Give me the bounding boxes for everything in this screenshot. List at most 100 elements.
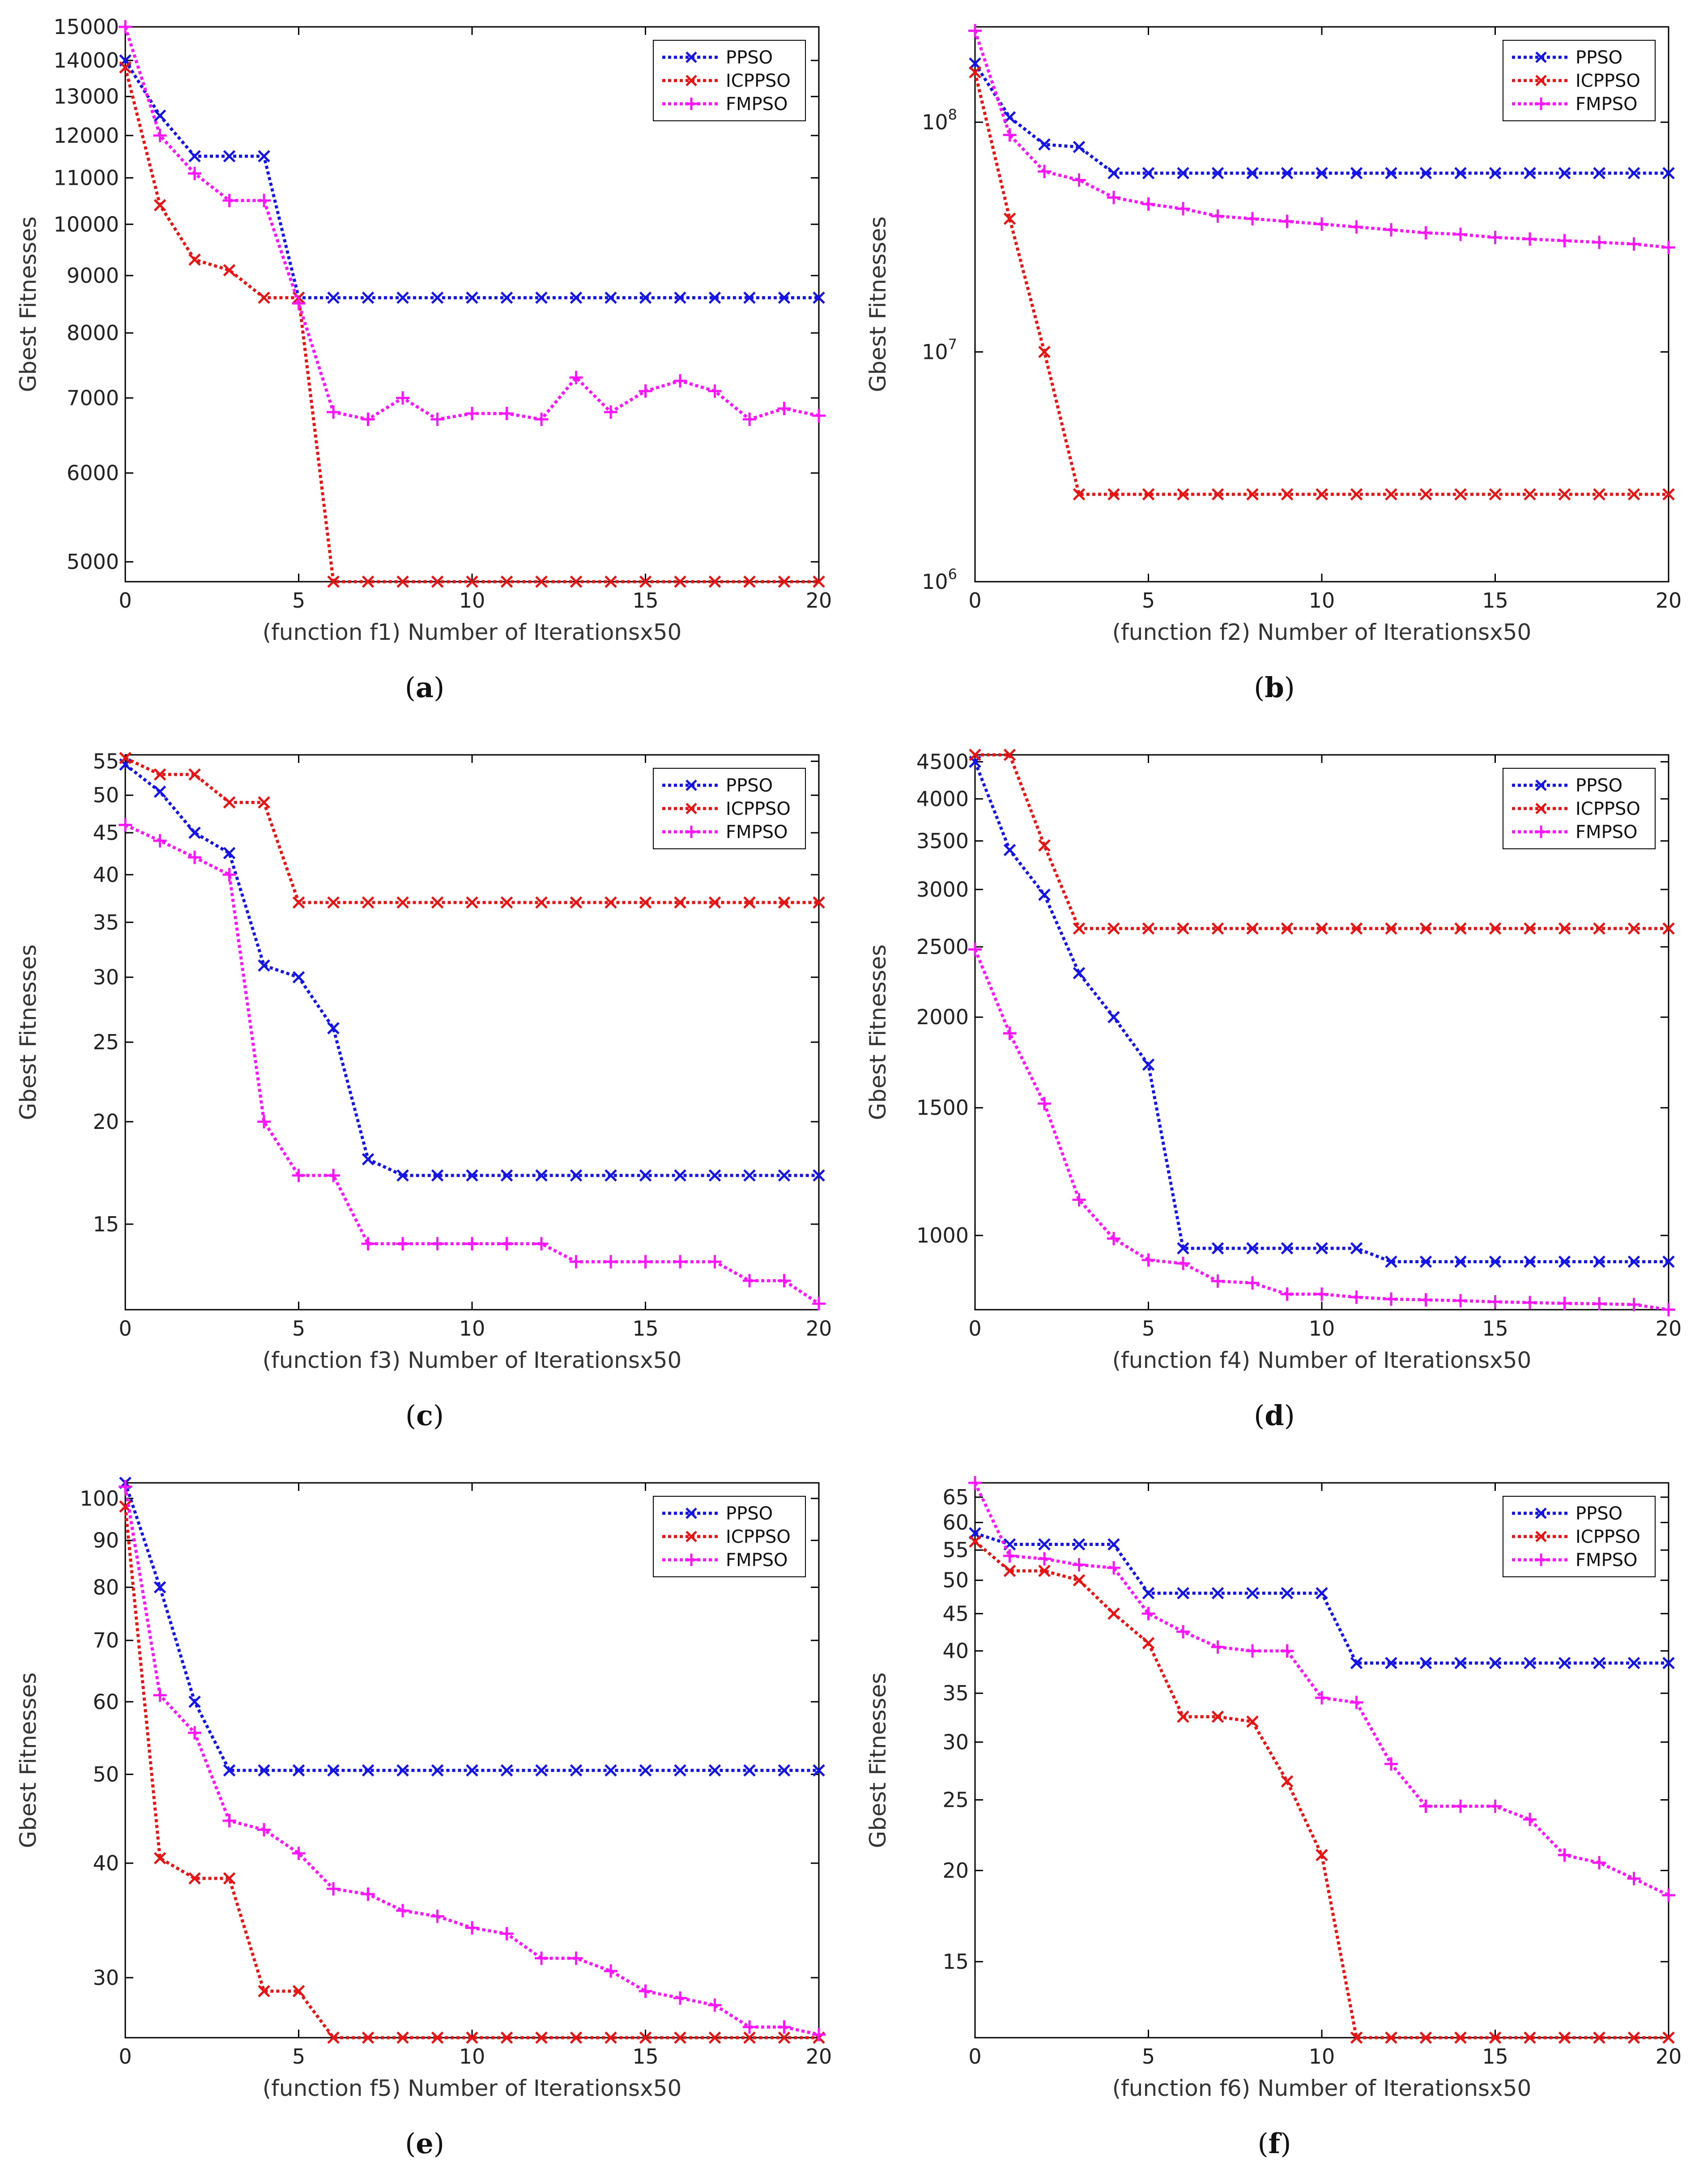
- data-point-fmpso: [1072, 1193, 1086, 1207]
- data-point-icppso: [188, 253, 201, 266]
- data-point-fmpso: [1558, 234, 1571, 247]
- data-point-ppso: [1107, 167, 1120, 179]
- data-point-fmpso: [708, 384, 722, 398]
- y-tick-label: 30: [93, 965, 119, 989]
- y-tick-label: 25: [942, 1788, 969, 1812]
- y-tick-label: 15: [93, 1212, 119, 1236]
- data-point-ppso: [1662, 1656, 1675, 1669]
- data-point-fmpso: [292, 297, 306, 311]
- x-tick-label: 15: [632, 1316, 659, 1341]
- data-point-ppso: [292, 1764, 305, 1777]
- data-point-fmpso: [465, 1921, 479, 1935]
- y-tick-label: 12000: [54, 123, 119, 148]
- x-tick-label: 15: [1482, 588, 1508, 613]
- x-tick-label: 20: [1656, 2044, 1682, 2069]
- data-point-ppso: [1281, 167, 1294, 179]
- data-point-fmpso: [396, 391, 409, 405]
- data-point-icppso: [1350, 922, 1363, 935]
- y-tick-label: 4000: [916, 787, 969, 811]
- caption-f: (f): [1257, 2127, 1291, 2160]
- data-point-fmpso: [1488, 1799, 1502, 1813]
- data-point-ppso: [1177, 1242, 1189, 1255]
- data-point-fmpso: [1558, 1848, 1571, 1862]
- data-point-icppso: [292, 896, 305, 909]
- legend-marker-icppso: [686, 1531, 697, 1542]
- data-point-icppso: [362, 896, 375, 909]
- y-tick-label: 30: [93, 1966, 119, 1990]
- legend-label-ppso: PPSO: [726, 775, 773, 796]
- data-point-icppso: [327, 896, 340, 909]
- data-point-ppso: [1662, 167, 1675, 179]
- y-tick-label: 70: [93, 1628, 119, 1652]
- data-point-fmpso: [1211, 1640, 1225, 1654]
- data-point-fmpso: [1384, 1292, 1398, 1306]
- data-point-ppso: [1107, 1538, 1120, 1551]
- data-point-ppso: [535, 1169, 548, 1182]
- legend-label-icppso: ICPPSO: [1576, 799, 1640, 819]
- data-point-icppso: [813, 575, 825, 588]
- data-point-ppso: [1627, 1256, 1640, 1268]
- data-point-fmpso: [327, 405, 340, 419]
- data-point-icppso: [813, 896, 825, 909]
- y-tick-label: 106: [922, 566, 957, 594]
- data-point-icppso: [1211, 922, 1224, 935]
- data-point-icppso: [1281, 1775, 1294, 1788]
- data-point-icppso: [743, 2031, 756, 2044]
- data-point-fmpso: [1246, 212, 1259, 226]
- data-point-fmpso: [777, 401, 791, 415]
- legend-marker-icppso: [1535, 75, 1547, 86]
- data-point-fmpso: [1038, 1552, 1051, 1566]
- data-point-icppso: [153, 768, 166, 781]
- data-point-ppso: [1489, 1256, 1502, 1268]
- data-point-fmpso: [1038, 1097, 1051, 1111]
- data-point-fmpso: [1246, 1276, 1259, 1290]
- data-point-icppso: [778, 575, 791, 588]
- data-point-icppso: [1316, 922, 1328, 935]
- data-point-fmpso: [968, 1476, 982, 1490]
- data-point-ppso: [813, 1169, 825, 1182]
- data-point-fmpso: [1454, 227, 1467, 241]
- data-point-icppso: [1073, 488, 1086, 501]
- data-point-icppso: [778, 896, 791, 909]
- data-point-icppso: [1662, 922, 1675, 935]
- legend: PPSO ICPPSO FMPSO: [653, 1496, 806, 1577]
- chart-panel-f6: 0 5 10 15 20 15 20 25 30 35 40 45 50 55 60 65 (function …: [850, 1456, 1699, 2184]
- data-point-ppso: [708, 1764, 721, 1777]
- data-point-ppso: [1142, 167, 1155, 179]
- data-point-icppso: [570, 575, 583, 588]
- data-point-fmpso: [1419, 1293, 1433, 1307]
- data-point-icppso: [153, 199, 166, 212]
- data-point-ppso: [570, 1169, 583, 1182]
- data-point-ppso: [605, 291, 617, 304]
- y-tick-label: 108: [922, 106, 957, 134]
- data-point-ppso: [1177, 167, 1189, 179]
- data-point-ppso: [1038, 888, 1051, 901]
- x-tick-label: 10: [1309, 1316, 1335, 1341]
- data-point-icppso: [605, 2031, 617, 2044]
- chart-f1: 0 5 10 15 20 5000 6000 7000 8000 9000 10000 11000 12…: [15, 15, 832, 645]
- data-point-fmpso: [465, 1237, 479, 1251]
- y-axis-label: Gbest Fitnesses: [15, 1673, 41, 1848]
- data-point-icppso: [258, 796, 270, 809]
- data-point-ppso: [1246, 167, 1259, 179]
- data-point-icppso: [1524, 922, 1536, 935]
- y-tick-label: 107: [922, 336, 957, 364]
- data-point-ppso: [1524, 1656, 1536, 1669]
- caption-b: (b): [1254, 671, 1295, 704]
- data-point-icppso: [1419, 488, 1432, 501]
- data-point-icppso: [223, 1872, 236, 1885]
- data-point-fmpso: [569, 1951, 583, 1965]
- data-point-icppso: [258, 291, 270, 304]
- data-point-ppso: [153, 785, 166, 798]
- data-point-ppso: [258, 959, 270, 972]
- data-point-fmpso: [430, 1237, 444, 1251]
- data-point-fmpso: [1072, 1558, 1086, 1572]
- data-point-ppso: [778, 1764, 791, 1777]
- data-point-ppso: [223, 1764, 236, 1777]
- data-point-icppso: [1385, 488, 1397, 501]
- chart-panel-f3: 0 5 10 15 20 15 20 25 30 35 40 45 50 55 (function f3) …: [0, 728, 849, 1456]
- y-tick-label: 8000: [67, 321, 119, 345]
- data-point-ppso: [1350, 1242, 1363, 1255]
- x-tick-label: 5: [1142, 1316, 1155, 1341]
- x-axis-label: (function f3) Number of Iterationsx50: [263, 1347, 682, 1373]
